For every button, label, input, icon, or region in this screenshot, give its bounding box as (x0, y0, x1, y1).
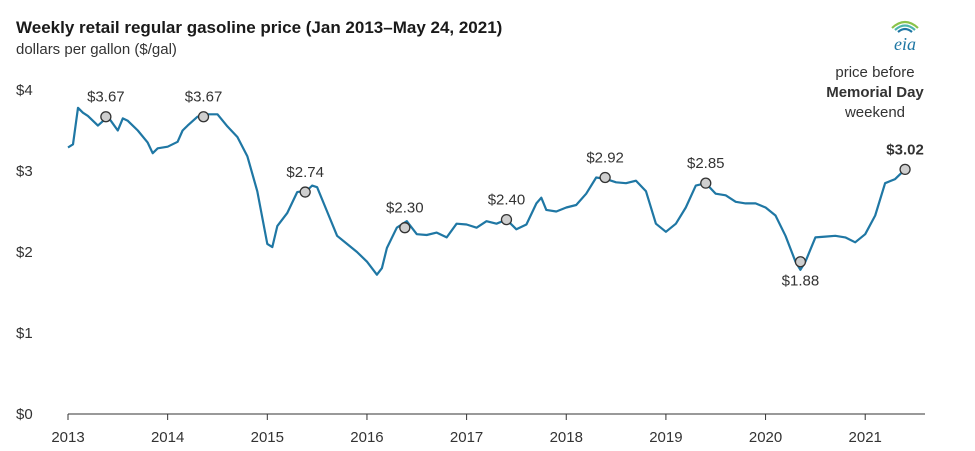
annotation-layer: $3.67 $3.67 $2.74 $2.30 $2.40 $2.92 $2.85 $1.88… (87, 89, 924, 290)
x-tick-label: 2018 (550, 429, 583, 446)
price-marker (399, 222, 411, 234)
price-label: $3.02 (886, 141, 924, 158)
logo-text: eia (894, 34, 916, 54)
y-tick-label: $4 (16, 82, 33, 99)
price-marker (100, 111, 112, 123)
series-layer (67, 106, 906, 276)
y-tick-label: $0 (16, 406, 33, 423)
x-tick-label: 2015 (251, 429, 284, 446)
price-marker (599, 171, 611, 184)
x-tick-label: 2016 (350, 429, 383, 446)
note-line-2: Memorial Day (826, 84, 924, 101)
price-label: $2.74 (286, 164, 324, 181)
x-tick-label: 2017 (450, 429, 483, 446)
price-line (67, 106, 906, 276)
note-line-3: weekend (844, 104, 905, 121)
eia-logo: eia (891, 20, 919, 54)
price-label: $3.67 (185, 89, 223, 106)
chart-subtitle: dollars per gallon ($/gal) (16, 41, 177, 58)
x-tick-label: 2020 (749, 429, 782, 446)
x-tick-label: 2013 (51, 429, 84, 446)
x-tick-label: 2014 (151, 429, 184, 446)
y-tick-label: $2 (16, 244, 33, 261)
price-label: $2.85 (687, 155, 725, 172)
price-label: $2.40 (488, 192, 526, 209)
logo-arc-1 (891, 20, 919, 29)
y-tick-label: $3 (16, 163, 33, 180)
price-marker (197, 111, 210, 123)
price-label: $2.92 (586, 149, 624, 166)
y-tick-label: $1 (16, 325, 33, 342)
price-marker (299, 186, 311, 198)
price-marker (899, 163, 911, 176)
logo-arc-2 (894, 24, 916, 31)
x-tick-label: 2019 (649, 429, 682, 446)
price-marker (794, 256, 807, 268)
price-label: $2.30 (386, 200, 424, 217)
note-line-1: price before (835, 64, 914, 81)
price-label: $1.88 (782, 273, 820, 290)
logo-arc-3 (897, 27, 913, 33)
price-marker (500, 213, 513, 226)
memorial-day-note: price before Memorial Day weekend (826, 64, 924, 121)
price-marker (700, 177, 712, 189)
x-tick-label: 2021 (849, 429, 882, 446)
price-label: $3.67 (87, 89, 125, 106)
chart-title: Weekly retail regular gasoline price (Ja… (16, 18, 503, 37)
axis-layer: $0 $1 $2 $3 $4 2013 2014 2015 2016 2017 2018 2019 20… (16, 82, 925, 446)
